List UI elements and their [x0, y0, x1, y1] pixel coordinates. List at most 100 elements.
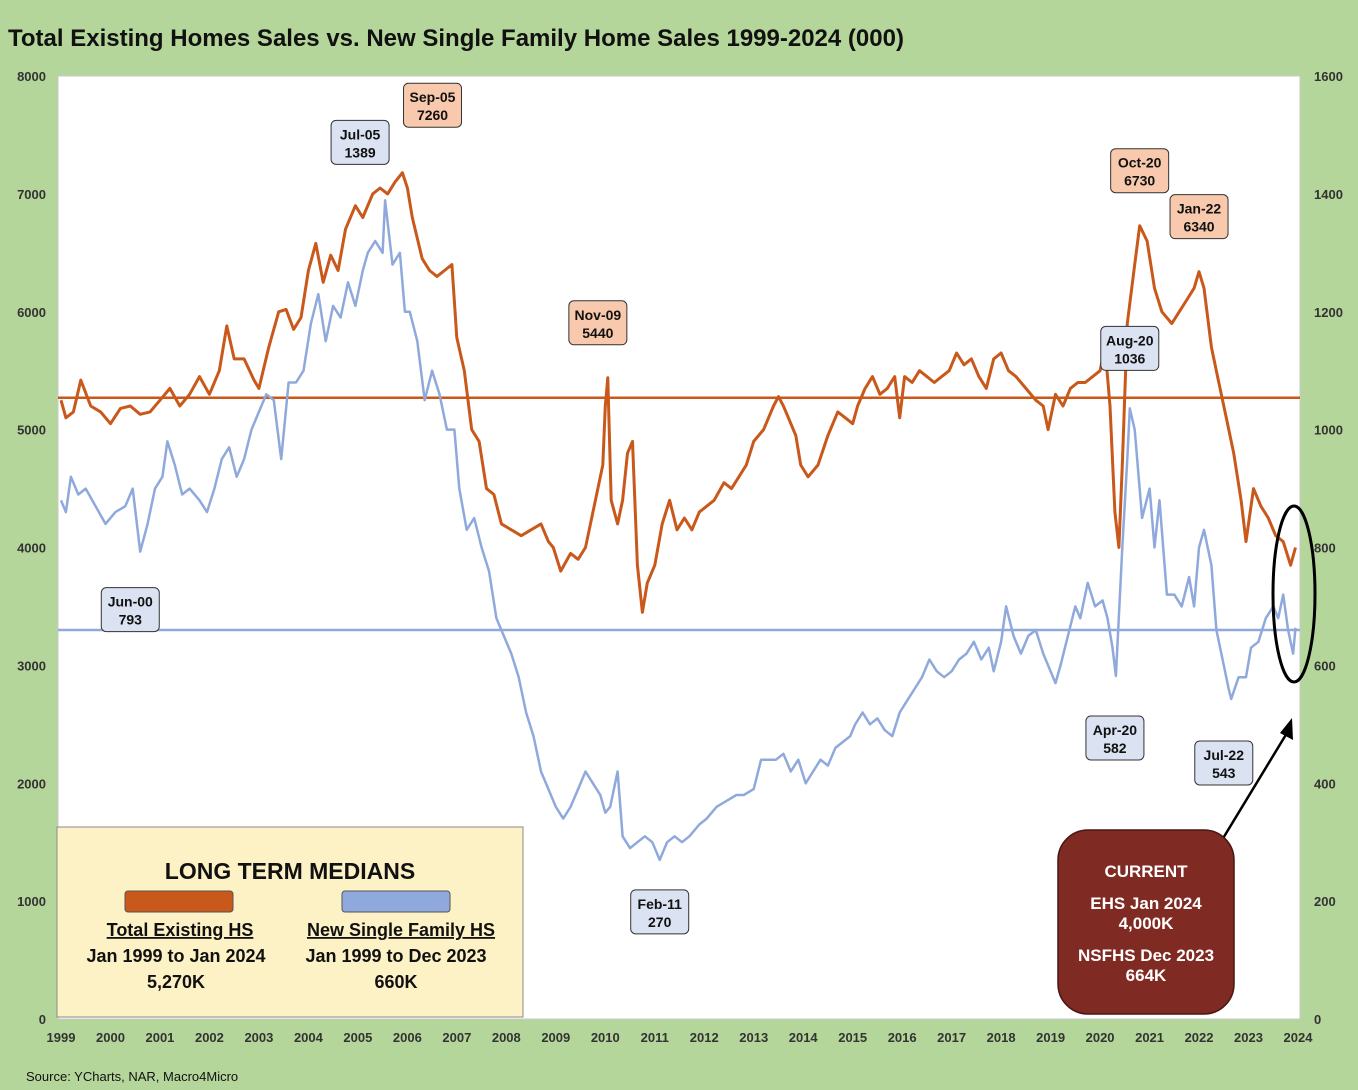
current-box: CURRENT EHS Jan 2024 4,000K NSFHS Dec 20…	[1057, 829, 1235, 1015]
legend-box: LONG TERM MEDIANS Total Existing HS Jan …	[56, 826, 524, 1018]
callout-box	[403, 82, 463, 128]
callout-box	[1110, 148, 1170, 194]
callout-value: 1389	[345, 144, 376, 160]
callout-label: Aug-20	[1106, 332, 1154, 348]
y-right-tick-label: 600	[1314, 658, 1336, 673]
current-line1: EHS Jan 2024	[1090, 894, 1202, 913]
callouts: Jul-05 1389 Sep-05 7260 Nov-09 5440 Oct-20 6730…	[100, 82, 1254, 935]
current-highlight-ellipse	[1271, 504, 1317, 684]
x-tick-label: 2006	[393, 1030, 422, 1045]
callout-label: Oct-20	[1118, 155, 1162, 171]
y-left-tick-label: 6000	[17, 305, 46, 320]
callout-label: Apr-20	[1093, 722, 1138, 738]
callout-label: Jul-22	[1204, 747, 1245, 763]
y-axis-left: 0 1000 2000 3000 4000 5000 6000 7000 8000	[17, 69, 46, 1027]
callout-value: 6340	[1183, 219, 1214, 235]
callout-label: Jan-22	[1177, 201, 1222, 217]
legend-title: LONG TERM MEDIANS	[165, 858, 415, 884]
y-right-tick-label: 800	[1314, 541, 1336, 556]
x-tick-label: 2001	[145, 1030, 174, 1045]
x-tick-label: 2010	[591, 1030, 620, 1045]
legend-existing-name: Total Existing HS	[107, 920, 254, 940]
legend-existing-value: 5,270K	[147, 972, 205, 992]
current-arrow-head	[1280, 718, 1293, 740]
x-axis: 1999 2000 2001 2002 2003 2004 2005 2006 2007 2008…	[47, 1030, 1314, 1045]
y-right-tick-label: 1200	[1314, 305, 1343, 320]
x-tick-label: 2013	[739, 1030, 768, 1045]
x-tick-label: 2012	[690, 1030, 719, 1045]
x-tick-label: 2019	[1036, 1030, 1065, 1045]
callout-value: 1036	[1114, 350, 1145, 366]
y-right-tick-label: 400	[1314, 776, 1336, 791]
callout-label: Feb-11	[638, 896, 683, 912]
callout-box	[1085, 715, 1145, 761]
x-tick-label: 2021	[1135, 1030, 1164, 1045]
x-tick-label: 1999	[47, 1030, 76, 1045]
y-left-tick-label: 5000	[17, 423, 46, 438]
callout-jul-22: Jul-22 543	[1194, 740, 1254, 786]
current-line3: NSFHS Dec 2023	[1078, 946, 1214, 965]
x-tick-label: 2008	[492, 1030, 521, 1045]
current-line4: 664K	[1126, 966, 1167, 985]
series-line-new-single	[59, 199, 1297, 862]
x-tick-label: 2022	[1185, 1030, 1214, 1045]
y-right-tick-label: 200	[1314, 894, 1336, 909]
y-left-tick-label: 0	[39, 1012, 46, 1027]
x-tick-label: 2024	[1284, 1030, 1314, 1045]
y-left-tick-label: 7000	[17, 187, 46, 202]
y-right-tick-label: 0	[1314, 1012, 1321, 1027]
x-tick-label: 2020	[1086, 1030, 1115, 1045]
y-left-tick-label: 3000	[17, 658, 46, 673]
y-right-tick-label: 1000	[1314, 423, 1343, 438]
callout-aug-20: Aug-20 1036	[1100, 325, 1160, 371]
callout-feb-11: Feb-11 270	[630, 889, 690, 935]
y-left-tick-label: 8000	[17, 69, 46, 84]
current-heading: CURRENT	[1104, 862, 1188, 881]
callout-label: Jul-05	[340, 126, 381, 142]
current-arrow	[1220, 727, 1292, 841]
y-axis-right: 0 200 400 600 800 1000 1200 1400 1600	[1314, 69, 1343, 1027]
source-note: Source: YCharts, NAR, Macro4Micro	[26, 1069, 238, 1084]
y-right-tick-label: 1600	[1314, 69, 1343, 84]
callout-oct-20: Oct-20 6730	[1110, 148, 1170, 194]
callout-box	[568, 300, 628, 346]
x-tick-label: 2000	[96, 1030, 125, 1045]
x-tick-label: 2007	[442, 1030, 471, 1045]
callout-label: Jun-00	[108, 594, 153, 610]
legend-new-value: 660K	[374, 972, 417, 992]
y-left-tick-label: 1000	[17, 894, 46, 909]
legend-swatch-new-single	[341, 890, 451, 913]
y-left-tick-label: 4000	[17, 541, 46, 556]
x-tick-label: 2009	[541, 1030, 570, 1045]
callout-box	[1194, 740, 1254, 786]
callout-jun-00: Jun-00 793	[100, 587, 160, 633]
callout-value: 7260	[417, 107, 448, 123]
callout-box	[330, 119, 390, 165]
legend-swatch-existing	[124, 890, 234, 913]
x-tick-label: 2004	[294, 1030, 324, 1045]
legend-existing-period: Jan 1999 to Jan 2024	[86, 946, 265, 966]
x-tick-label: 2011	[641, 1030, 669, 1045]
callout-value: 6730	[1124, 173, 1155, 189]
callout-jul-05: Jul-05 1389	[330, 119, 390, 165]
current-line2: 4,000K	[1119, 914, 1175, 933]
x-tick-label: 2002	[195, 1030, 224, 1045]
x-tick-label: 2023	[1234, 1030, 1263, 1045]
callout-value: 793	[119, 612, 143, 628]
legend-new-name: New Single Family HS	[307, 920, 495, 940]
callout-value: 582	[1103, 740, 1127, 756]
chart-title: Total Existing Homes Sales vs. New Singl…	[8, 25, 904, 52]
callout-sep-05: Sep-05 7260	[403, 82, 463, 128]
callout-box	[100, 587, 160, 633]
callout-box	[1169, 194, 1229, 240]
x-tick-label: 2015	[838, 1030, 867, 1045]
callout-label: Nov-09	[575, 307, 622, 323]
x-tick-label: 2017	[937, 1030, 966, 1045]
y-left-tick-label: 2000	[17, 776, 46, 791]
series-line-existing	[59, 171, 1297, 614]
y-right-tick-label: 1400	[1314, 187, 1343, 202]
callout-apr-20: Apr-20 582	[1085, 715, 1145, 761]
callout-box	[630, 889, 690, 935]
callout-value: 270	[648, 914, 672, 930]
